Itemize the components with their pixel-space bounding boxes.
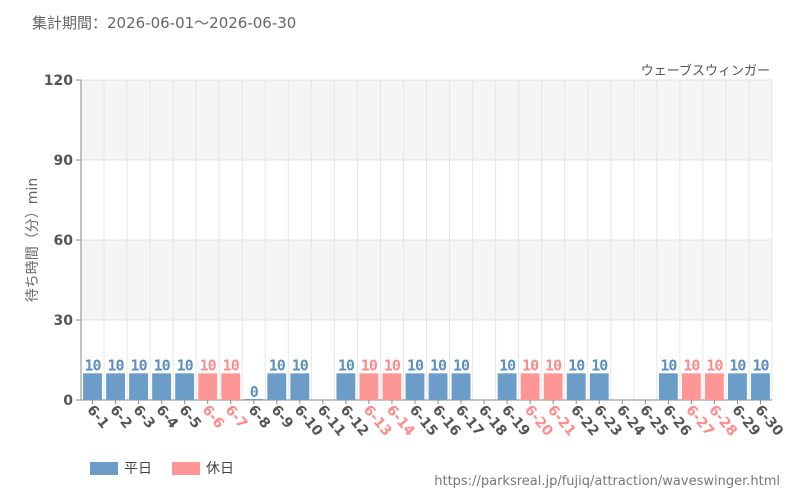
bar-6-19 xyxy=(497,373,517,400)
bar-6-21 xyxy=(543,373,563,400)
bar-6-27 xyxy=(681,373,701,400)
data-label-6-6: 10 xyxy=(200,356,217,374)
legend-item-weekday[interactable]: 平日 xyxy=(90,458,152,478)
legend-label-holiday: 休日 xyxy=(206,461,234,477)
legend: 平日 休日 xyxy=(90,458,234,478)
data-label-6-17: 10 xyxy=(453,356,470,374)
data-label-6-5: 10 xyxy=(177,356,194,374)
data-label-6-22: 10 xyxy=(568,356,585,374)
bar-6-13 xyxy=(359,373,379,400)
bar-6-1 xyxy=(83,373,102,400)
data-label-6-19: 10 xyxy=(499,356,516,374)
legend-label-weekday: 平日 xyxy=(124,461,152,477)
data-label-6-1: 10 xyxy=(84,356,101,374)
data-label-6-29: 10 xyxy=(729,356,746,374)
data-label-6-13: 10 xyxy=(361,356,378,374)
data-label-6-12: 10 xyxy=(338,356,355,374)
x-tick-label-6-9: 6-9 xyxy=(268,402,297,432)
bar-6-4 xyxy=(152,373,172,400)
x-tick-label-6-8: 6-8 xyxy=(245,402,274,432)
bar-6-12 xyxy=(336,373,356,400)
x-tick-label-6-7: 6-7 xyxy=(222,402,251,432)
y-tick-label: 30 xyxy=(54,313,74,329)
legend-swatch-weekday xyxy=(90,461,118,475)
legend-swatch-holiday xyxy=(172,461,200,475)
legend-item-holiday[interactable]: 休日 xyxy=(172,458,234,478)
data-label-6-30: 10 xyxy=(752,356,769,374)
wait-time-chart: 0 30 60 90 120 10 6-1 10 6-2 10 6-3 10 6-4 10 6-5 10 6-6… xyxy=(44,73,787,440)
bar-6-14 xyxy=(382,373,402,400)
attraction-name: ウェーブスウィンガー xyxy=(640,64,770,79)
bar-6-23 xyxy=(589,373,609,400)
data-label-6-8: 0 xyxy=(250,383,259,401)
x-tick-label-6-4: 6-4 xyxy=(153,402,182,432)
data-label-6-26: 10 xyxy=(660,356,677,374)
x-tick-label-6-3: 6-3 xyxy=(130,402,159,432)
bar-6-5 xyxy=(175,373,195,400)
data-label-6-28: 10 xyxy=(706,356,723,374)
x-tick-label-6-1: 6-1 xyxy=(83,402,112,432)
bar-6-15 xyxy=(405,373,425,400)
x-tick-label-6-5: 6-5 xyxy=(176,402,205,432)
x-tick-label-6-6: 6-6 xyxy=(199,402,228,432)
data-label-6-3: 10 xyxy=(131,356,148,374)
bar-6-28 xyxy=(704,373,724,400)
period-label: 集計期間：2026-06-01～2026-06-30 xyxy=(32,14,297,32)
y-tick-label: 120 xyxy=(44,73,73,89)
data-label-6-14: 10 xyxy=(384,356,401,374)
data-label-6-21: 10 xyxy=(545,356,562,374)
bar-6-16 xyxy=(428,373,448,400)
bar-6-9 xyxy=(267,373,287,400)
bar-6-7 xyxy=(221,373,241,400)
data-label-6-7: 10 xyxy=(223,356,240,374)
y-tick-label: 0 xyxy=(63,393,73,409)
bar-6-3 xyxy=(129,373,149,400)
bar-6-2 xyxy=(106,373,125,400)
bar-6-8 xyxy=(244,399,264,400)
x-tick-label-6-2: 6-2 xyxy=(106,402,135,432)
data-label-6-23: 10 xyxy=(591,356,608,374)
data-label-6-2: 10 xyxy=(108,356,125,374)
bar-6-10 xyxy=(290,373,310,400)
y-tick-label: 90 xyxy=(54,153,74,169)
bar-6-30 xyxy=(751,373,770,400)
source-url[interactable]: https://parksreal.jp/fujiq/attraction/wa… xyxy=(434,474,780,489)
bar-6-6 xyxy=(198,373,218,400)
data-label-6-16: 10 xyxy=(430,356,447,374)
data-label-6-15: 10 xyxy=(407,356,424,374)
bar-6-20 xyxy=(520,373,540,400)
y-tick-label: 60 xyxy=(54,233,74,249)
data-label-6-9: 10 xyxy=(269,356,286,374)
data-label-6-27: 10 xyxy=(683,356,700,374)
data-label-6-10: 10 xyxy=(292,356,309,374)
bar-6-22 xyxy=(566,373,586,400)
bar-6-17 xyxy=(451,373,471,400)
bar-6-26 xyxy=(658,373,678,400)
data-label-6-4: 10 xyxy=(154,356,171,374)
data-label-6-20: 10 xyxy=(522,356,539,374)
bar-6-29 xyxy=(728,373,747,400)
